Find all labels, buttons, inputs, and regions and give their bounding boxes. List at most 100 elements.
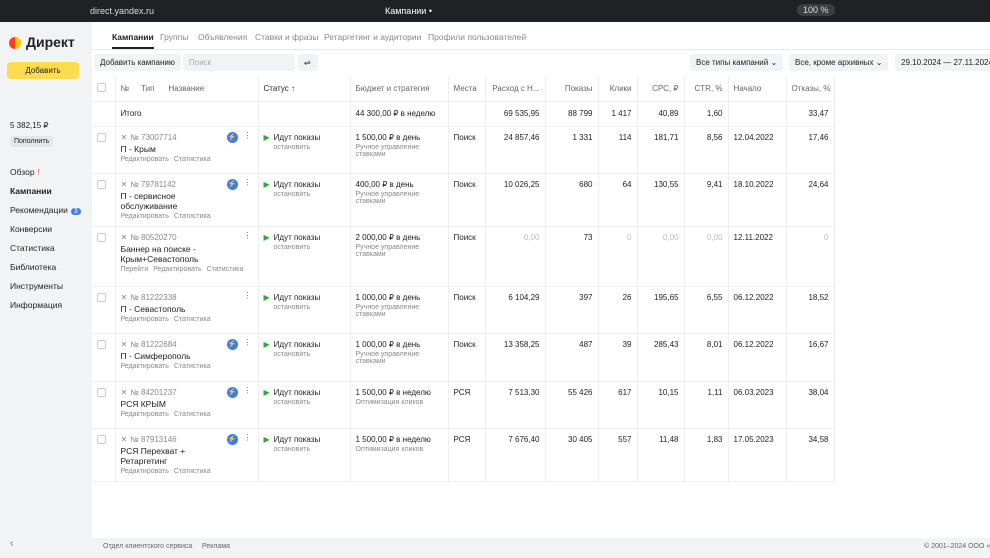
campaign-name[interactable]: П - Симферополь	[120, 350, 191, 361]
cell-place: Поиск	[448, 286, 486, 334]
header-cell[interactable]: CPC, ₽	[637, 76, 685, 102]
campaign-name[interactable]: П - Крым	[120, 143, 156, 154]
campaign-name[interactable]: П - сервисное обслуживание	[120, 190, 178, 211]
checkbox[interactable]	[97, 232, 106, 242]
more-menu[interactable]: ⋮	[243, 130, 252, 140]
nav-item[interactable]: Кампании	[10, 186, 52, 196]
campaign-link[interactable]: Статистика	[173, 315, 211, 323]
header-cell[interactable]: Расход с Н...	[485, 76, 546, 102]
footer: Отдел клиентского сервиса Реклама © 2001–2…	[10, 538, 990, 558]
tab[interactable]: Ретаргетинг и аудитории	[324, 32, 422, 42]
url[interactable]: direct.yandex.ru	[90, 6, 155, 16]
tab[interactable]: Кампании	[112, 32, 154, 49]
campaign-link[interactable]: Редактировать	[153, 265, 202, 273]
campaign-link[interactable]: Статистика	[206, 265, 244, 273]
top-up[interactable]: Пополнить	[10, 136, 54, 147]
header-cell[interactable]: Клики	[598, 76, 638, 102]
add-button[interactable]: Добавить	[7, 62, 79, 79]
campaign-name[interactable]: РСЯ КРЫМ	[120, 398, 166, 409]
stop-link[interactable]: остановить	[273, 143, 311, 151]
nav-item[interactable]: Обзор!	[10, 167, 40, 177]
campaign-name[interactable]: РСЯ Перехват + Ретаргетинг	[120, 445, 186, 466]
type-icon: ✕	[120, 292, 128, 302]
filter-settings[interactable]: ⇌	[298, 54, 318, 71]
campaign-link[interactable]: Статистика	[173, 362, 211, 370]
stop-link[interactable]: остановить	[273, 190, 311, 198]
nav-item[interactable]: Рекомендации 3	[10, 205, 81, 215]
campaign-name[interactable]: П - Севастополь	[120, 303, 186, 314]
header-cell[interactable]: Бюджет и стратегия	[350, 76, 449, 102]
campaign-link[interactable]: Перейти	[120, 265, 149, 273]
campaign-link[interactable]: Редактировать	[120, 212, 169, 220]
cell	[92, 286, 116, 334]
campaign-link[interactable]: Статистика	[173, 155, 211, 163]
budget-cell: 400,00 ₽ в день Ручное управление ставкам…	[350, 173, 449, 227]
more-menu[interactable]: ⋮	[243, 230, 252, 240]
nav-label: Информация	[10, 300, 63, 310]
more-menu[interactable]: ⋮	[243, 385, 252, 395]
stop-link[interactable]: остановить	[273, 243, 311, 251]
checkbox[interactable]	[97, 387, 106, 397]
status-filter[interactable]: Все, кроме архивных ⌄	[789, 54, 889, 71]
checkbox[interactable]	[97, 82, 106, 92]
type-filter[interactable]: Все типы кампаний ⌄	[690, 54, 784, 71]
search[interactable]: Поиск	[183, 54, 295, 71]
footer-link[interactable]: Отдел клиентского сервиса	[103, 543, 193, 550]
status: Идут показы	[273, 179, 321, 189]
type-icon: ✕	[120, 179, 128, 189]
checkbox[interactable]	[97, 179, 106, 189]
cell-bounce: 16,67	[786, 333, 835, 382]
campaign-cell: ✕ № 84201237 ⚡ ⋮ РСЯ КРЫМ Редактировать Статис…	[115, 381, 259, 429]
more-menu[interactable]: ⋮	[243, 177, 252, 187]
header-cell[interactable]: Отказы, %	[786, 76, 835, 102]
cell-spend: 10 026,25	[485, 173, 546, 227]
nav-item[interactable]: Статистика	[10, 243, 55, 253]
campaign-link[interactable]: Редактировать	[120, 410, 169, 418]
checkbox[interactable]	[97, 339, 106, 349]
campaign-link[interactable]: Редактировать	[120, 315, 169, 323]
campaign-row: ✕ № 79781142 ⚡ ⋮ П - сервисное обслуживание Р…	[92, 173, 835, 227]
nav-item[interactable]: Библиотека	[10, 262, 56, 272]
tab[interactable]: Ставки и фразы	[255, 32, 319, 42]
cell-ctr: 1,83	[684, 428, 729, 482]
campaign-link[interactable]: Редактировать	[120, 155, 169, 163]
add-campaign[interactable]: Добавить кампанию	[94, 54, 181, 71]
campaign-link[interactable]: Статистика	[173, 410, 211, 418]
nav-label: Библиотека	[10, 262, 57, 272]
more-menu[interactable]: ⋮	[243, 290, 252, 300]
collapse[interactable]: ‹	[10, 538, 14, 549]
cell	[92, 101, 116, 127]
campaign-link[interactable]: Редактировать	[120, 467, 169, 475]
checkbox[interactable]	[97, 132, 106, 142]
more-menu[interactable]: ⋮	[243, 337, 252, 347]
budget: 400,00 ₽ в день	[355, 179, 414, 189]
more-menu[interactable]: ⋮	[243, 432, 252, 442]
nav-item[interactable]: Инструменты	[10, 281, 63, 291]
play-icon: ▶	[263, 434, 270, 444]
tab[interactable]: Группы	[160, 32, 189, 42]
stop-link[interactable]: остановить	[273, 445, 311, 453]
nav-item[interactable]: Информация	[10, 300, 62, 310]
header-cell[interactable]: Начало	[728, 76, 787, 102]
checkbox[interactable]	[97, 434, 106, 444]
header-cell[interactable]: Места	[448, 76, 486, 102]
cell-ctr: 8,01	[684, 333, 729, 382]
campaign-name[interactable]: Баннер на поиске - Крым+Севастополь	[120, 243, 199, 264]
nav-item[interactable]: Конверсии	[10, 224, 52, 234]
header-cell[interactable]: Статус ↑	[258, 76, 351, 102]
stop-link[interactable]: остановить	[273, 350, 311, 358]
stop-link[interactable]: остановить	[273, 398, 311, 406]
campaign-link[interactable]: Редактировать	[120, 362, 169, 370]
checkbox[interactable]	[97, 292, 106, 302]
footer-link[interactable]: Реклама	[202, 543, 231, 550]
stop-link[interactable]: остановить	[273, 303, 311, 311]
tab[interactable]: Объявления	[198, 32, 248, 42]
campaign-id-line: ✕ № 80520270	[121, 233, 253, 242]
zoom[interactable]: 100 %	[797, 4, 835, 16]
header-cell[interactable]: CTR, %	[684, 76, 729, 102]
date-range[interactable]: 29.10.2024 — 27.11.2024	[895, 54, 990, 71]
header-cell[interactable]: Показы	[545, 76, 599, 102]
campaign-link[interactable]: Статистика	[173, 212, 211, 220]
tab[interactable]: Профили пользователей	[428, 32, 527, 42]
campaign-link[interactable]: Статистика	[173, 467, 211, 475]
